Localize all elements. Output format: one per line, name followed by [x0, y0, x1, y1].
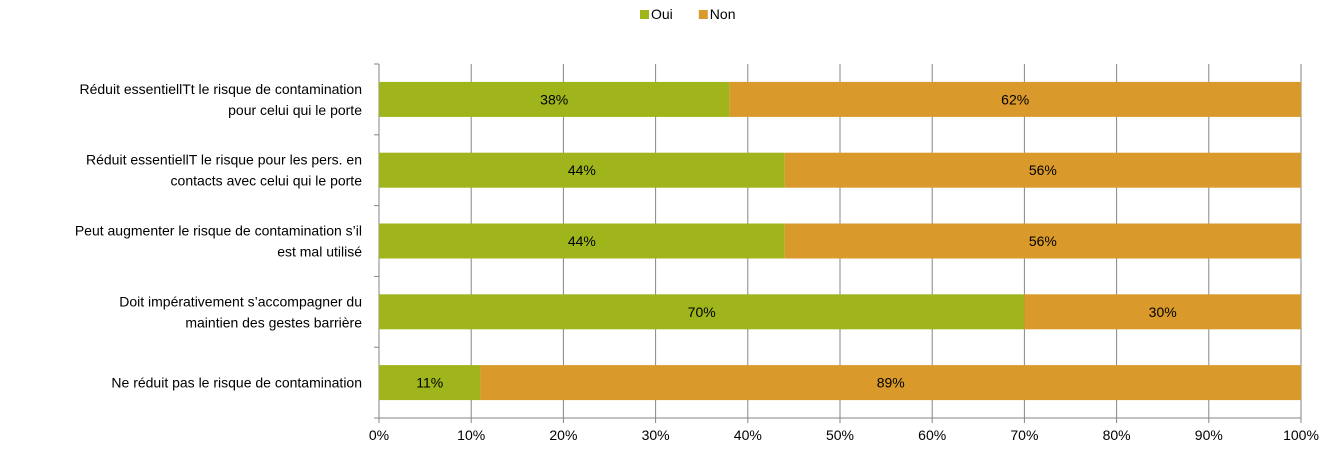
category-label-line: Peut augmenter le risque de contaminatio… [75, 223, 362, 239]
data-label: 30% [1149, 304, 1177, 320]
data-label: 62% [1001, 91, 1029, 107]
legend-swatch-oui [640, 10, 649, 19]
bar-oui [379, 223, 785, 259]
legend-label-oui: Oui [651, 6, 673, 22]
x-tick-label: 100% [1283, 427, 1319, 443]
data-label: 44% [568, 162, 596, 178]
data-labels: 38% 62% 44% 56% 44% 56% 70% 30% 11% 89% [416, 91, 1176, 390]
legend-label-non: Non [710, 6, 736, 22]
legend: Oui Non [640, 6, 735, 22]
bar-oui [379, 152, 785, 188]
legend-swatch-non [698, 10, 708, 19]
data-label: 38% [540, 91, 568, 107]
x-tick-label: 90% [1195, 427, 1223, 443]
x-tick-label: 60% [918, 427, 946, 443]
x-tick-labels: 0% 10% 20% 30% 40% 50% 60% 70% 80% 90% 100% [369, 427, 1319, 443]
x-tick-label: 0% [369, 427, 389, 443]
bar-non [1024, 294, 1301, 330]
bar-non [729, 81, 1301, 117]
category-label-line: pour celui qui le porte [228, 102, 362, 118]
bar-non [480, 365, 1301, 401]
category-label-line: Doit impérativement s’accompagner du [119, 293, 362, 309]
bar-oui [379, 365, 481, 401]
x-tick-label: 70% [1010, 427, 1038, 443]
data-label: 44% [568, 233, 596, 249]
data-label: 56% [1029, 162, 1057, 178]
bar-oui [379, 81, 730, 117]
data-label: 70% [688, 304, 716, 320]
data-label: 11% [416, 375, 443, 391]
category-label-line: Réduit essentiellT le risque pour les pe… [86, 152, 362, 168]
category-label: Peut augmenter le risque de contaminatio… [75, 223, 362, 260]
category-label: Doit impérativement s’accompagner du main… [119, 293, 362, 330]
x-tick-label: 50% [826, 427, 854, 443]
x-tick-label: 20% [549, 427, 577, 443]
category-label-line: Réduit essentiellTt le risque de contami… [80, 81, 363, 97]
category-labels: Réduit essentiellTt le risque de contami… [75, 81, 362, 391]
bar-non [784, 152, 1301, 188]
category-label-line: maintien des gestes barrière [185, 314, 362, 330]
category-label-line: Ne réduit pas le risque de contamination [111, 375, 362, 391]
bar-oui [379, 294, 1025, 330]
x-tick-label: 10% [457, 427, 485, 443]
category-label-line: est mal utilisé [277, 244, 362, 260]
bars [379, 81, 1301, 401]
category-label-line: contacts avec celui qui le porte [171, 173, 363, 189]
x-tick-label: 30% [642, 427, 670, 443]
category-label: Réduit essentiellTt le risque de contami… [80, 81, 363, 118]
x-tick-label: 40% [734, 427, 762, 443]
category-label: Ne réduit pas le risque de contamination [111, 375, 362, 391]
x-tick-label: 80% [1103, 427, 1131, 443]
bar-non [784, 223, 1301, 259]
data-label: 56% [1029, 233, 1057, 249]
data-label: 89% [877, 375, 905, 391]
category-label: Réduit essentiellT le risque pour les pe… [86, 152, 362, 189]
